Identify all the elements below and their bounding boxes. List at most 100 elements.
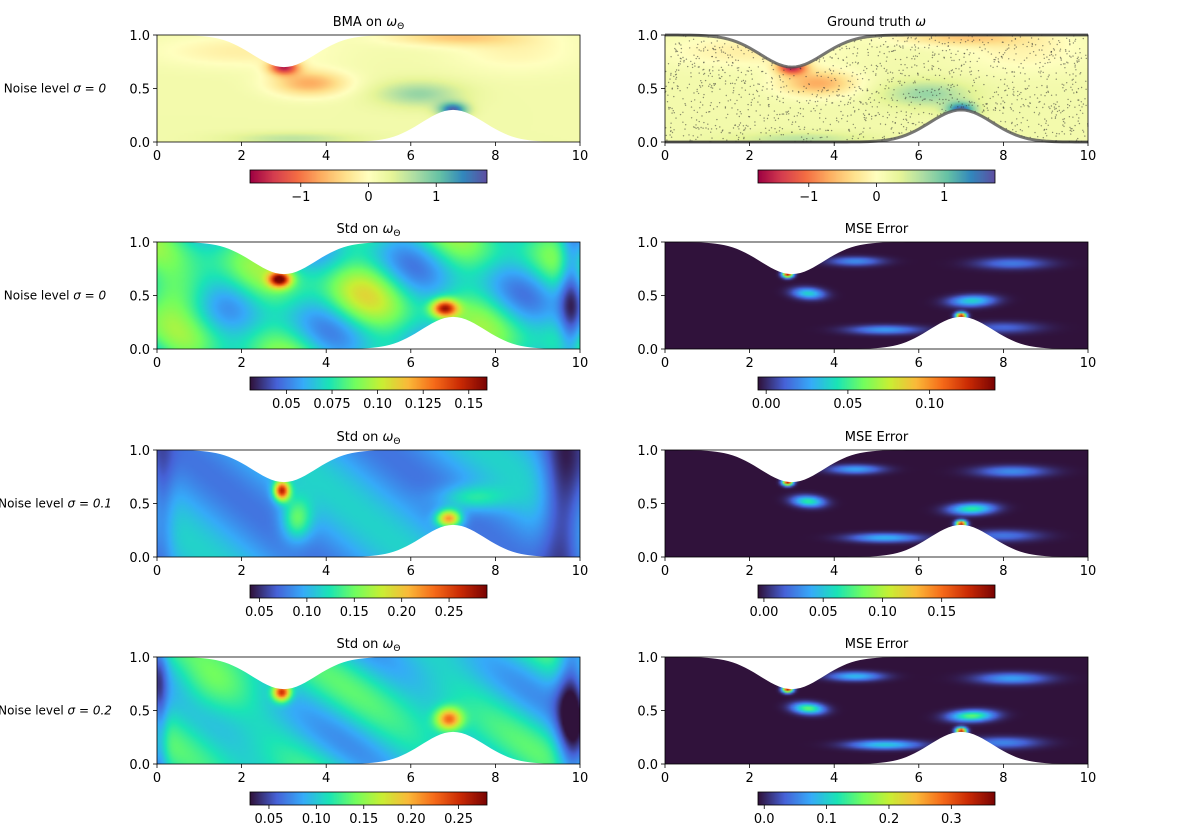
- sample-point: [744, 127, 747, 129]
- sample-point: [766, 117, 769, 120]
- upper-wall-mask: [665, 450, 1088, 483]
- sample-point: [802, 115, 804, 118]
- sample-point: [893, 89, 895, 91]
- y-tick-label: 1.0: [129, 444, 150, 459]
- sample-point: [1027, 105, 1029, 107]
- sample-point: [1037, 38, 1040, 40]
- sample-point: [1052, 55, 1054, 57]
- sample-point: [779, 76, 781, 79]
- sample-point: [970, 73, 972, 76]
- sample-point: [796, 100, 798, 102]
- sample-point: [675, 49, 677, 51]
- y-tick-label: 0.5: [637, 705, 658, 720]
- sample-point: [935, 94, 938, 97]
- colorbar-tick-label: 0.15: [340, 605, 369, 620]
- sample-point: [705, 127, 707, 129]
- sample-point: [951, 83, 954, 86]
- sample-point: [914, 80, 916, 82]
- colorbar-tick-label: 0.15: [349, 812, 378, 827]
- y-tick-label: 0.5: [129, 705, 150, 720]
- sample-point: [902, 118, 905, 121]
- sample-point: [966, 49, 968, 51]
- colorbar-tick-label: 0.00: [752, 397, 781, 412]
- panel-4-2: MSE Error 0 2 4 6 8 10 0.0 0.5 1.0 0.0 0.1 0.2 0.3: [637, 637, 1096, 827]
- sample-point: [912, 55, 915, 57]
- sample-point: [1030, 37, 1033, 39]
- sample-point: [998, 52, 1001, 54]
- sample-point: [914, 107, 916, 110]
- sample-point: [1076, 57, 1079, 60]
- panel-title: MSE Error: [845, 637, 909, 652]
- colorbar-tick-label: 0.15: [927, 605, 956, 620]
- sample-point: [667, 81, 670, 84]
- sample-point: [836, 94, 838, 96]
- sample-point: [748, 66, 750, 69]
- sample-point: [1075, 69, 1077, 71]
- sample-point: [983, 83, 985, 86]
- sample-point: [969, 71, 971, 73]
- sample-point: [1056, 110, 1059, 113]
- sample-point: [892, 77, 894, 79]
- sample-point: [979, 46, 981, 48]
- sample-point: [1051, 110, 1054, 112]
- sample-point: [1034, 94, 1036, 96]
- sample-point: [1068, 40, 1071, 43]
- sample-point: [927, 60, 929, 62]
- sample-point: [752, 93, 754, 96]
- row-label: Noise level σ = 0.2: [0, 704, 112, 718]
- sample-point: [718, 69, 720, 71]
- sample-point: [1070, 100, 1072, 103]
- sample-point: [819, 136, 821, 139]
- sample-point: [698, 128, 700, 130]
- sample-point: [740, 71, 743, 74]
- sample-point: [767, 114, 770, 116]
- colorbar-tick-label: 0.25: [435, 605, 464, 620]
- sample-point: [994, 59, 996, 61]
- sample-point: [732, 48, 734, 51]
- sample-point: [1060, 63, 1062, 66]
- sample-point: [778, 130, 781, 132]
- sample-point: [893, 45, 896, 47]
- sample-point: [899, 46, 902, 48]
- sample-point: [1052, 38, 1054, 40]
- sample-point: [770, 127, 773, 129]
- sample-point: [771, 95, 773, 98]
- sample-point: [700, 41, 703, 43]
- sample-point: [711, 75, 713, 78]
- panel-title: Std on ωΘ: [336, 222, 400, 239]
- sample-point: [990, 53, 993, 55]
- sample-point: [829, 69, 832, 72]
- sample-point: [862, 131, 864, 133]
- sample-point: [1058, 133, 1060, 135]
- sample-point: [915, 124, 917, 126]
- row-label: Noise level σ = 0: [4, 289, 107, 303]
- sample-point: [904, 97, 907, 100]
- sample-point: [788, 113, 790, 115]
- sample-point: [869, 43, 871, 45]
- sample-point: [690, 117, 693, 119]
- sample-point: [985, 103, 987, 105]
- sample-point: [845, 56, 848, 58]
- sample-point: [875, 73, 877, 75]
- sample-point: [841, 118, 843, 120]
- sample-point: [724, 83, 727, 85]
- sample-point: [955, 53, 957, 56]
- sample-point: [773, 117, 775, 119]
- sample-point: [1071, 128, 1073, 130]
- sample-point: [1048, 41, 1050, 43]
- sample-point: [810, 110, 812, 112]
- sample-point: [846, 120, 848, 123]
- sample-point: [947, 41, 950, 44]
- sample-point: [821, 136, 823, 139]
- sample-point: [1063, 133, 1066, 135]
- sample-point: [859, 73, 862, 75]
- sample-point: [890, 106, 893, 108]
- sample-point: [825, 104, 827, 106]
- sample-point: [910, 130, 912, 132]
- sample-point: [918, 91, 921, 94]
- sample-point: [1074, 124, 1076, 127]
- sample-point: [840, 110, 842, 113]
- sample-point: [695, 124, 697, 126]
- sample-point: [1075, 75, 1077, 77]
- sample-point: [821, 91, 823, 93]
